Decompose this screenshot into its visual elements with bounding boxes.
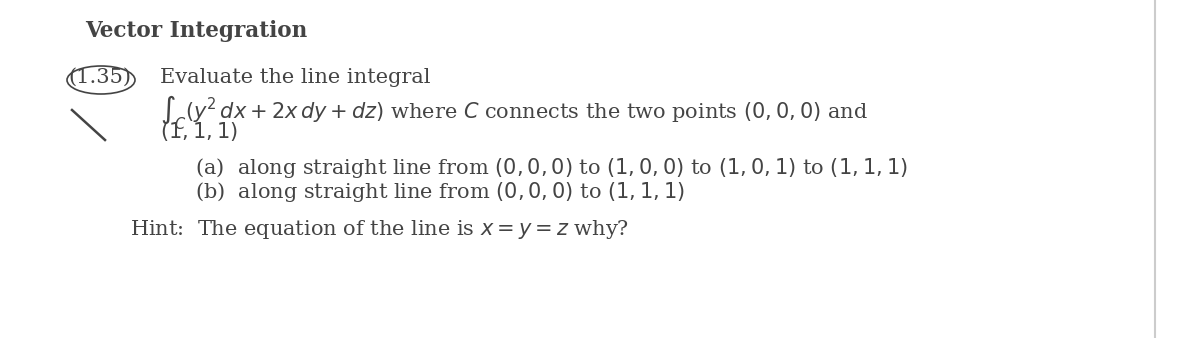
Text: (a)  along straight line from $(0,0,0)$ to $(1,0,0)$ to $(1,0,1)$ to $(1,1,1)$: (a) along straight line from $(0,0,0)$ t… [194, 156, 907, 180]
Text: (b)  along straight line from $(0,0,0)$ to $(1,1,1)$: (b) along straight line from $(0,0,0)$ t… [194, 180, 685, 204]
Text: $\int_C(y^2\,dx + 2x\,dy + dz)$ where $C$ connects the two points $(0,0,0)$ and: $\int_C(y^2\,dx + 2x\,dy + dz)$ where $C… [160, 93, 868, 132]
Text: Vector Integration: Vector Integration [85, 20, 307, 42]
Text: (1.35): (1.35) [68, 68, 131, 87]
Text: Hint:  The equation of the line is $x = y = z$ why?: Hint: The equation of the line is $x = y… [130, 218, 629, 241]
Text: $(1,1,1)$: $(1,1,1)$ [160, 120, 238, 143]
Text: Evaluate the line integral: Evaluate the line integral [160, 68, 431, 87]
